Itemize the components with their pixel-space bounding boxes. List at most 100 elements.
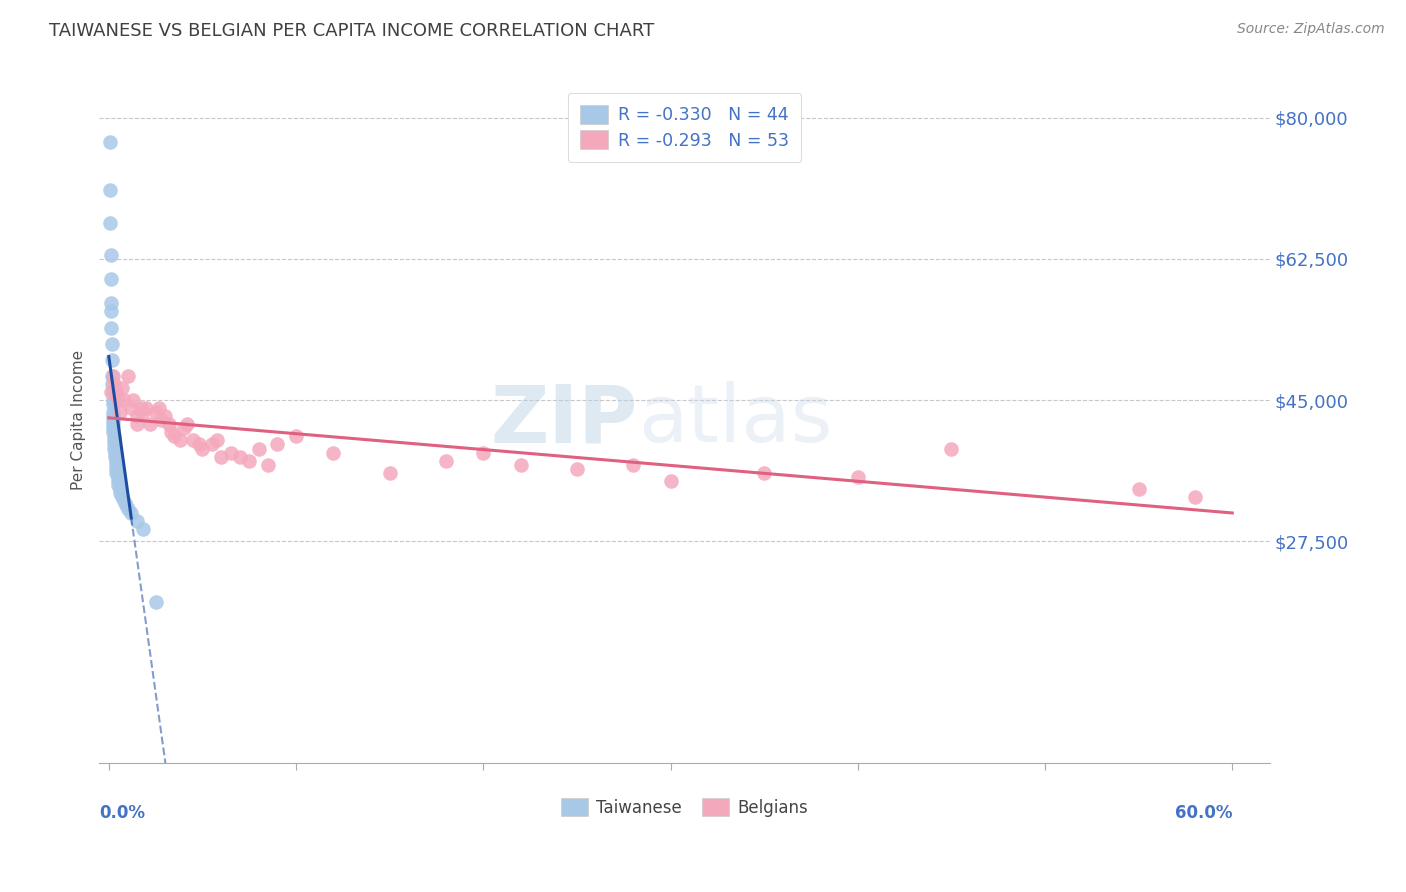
Point — [153, 409, 176, 424]
Point — [101, 405, 124, 419]
Point — [108, 405, 131, 419]
Point — [378, 466, 401, 480]
Point — [125, 417, 148, 432]
Point — [169, 434, 191, 448]
Point — [111, 490, 134, 504]
Point — [104, 450, 127, 464]
Point — [105, 458, 128, 472]
Point — [472, 445, 495, 459]
Point — [114, 498, 136, 512]
Point — [103, 434, 125, 448]
Point — [846, 469, 869, 483]
Point — [509, 458, 531, 472]
Point — [434, 453, 457, 467]
Point — [101, 413, 124, 427]
Point — [103, 417, 125, 432]
Point — [98, 216, 121, 230]
Point — [125, 514, 148, 528]
Point — [112, 393, 135, 408]
Point — [229, 450, 252, 464]
Point — [247, 442, 270, 456]
Point — [100, 304, 122, 318]
Point — [103, 442, 125, 456]
Text: 0.0%: 0.0% — [100, 805, 145, 822]
Point — [238, 453, 260, 467]
Point — [105, 453, 128, 467]
Point — [117, 368, 139, 383]
Point — [135, 401, 157, 416]
Point — [941, 442, 963, 456]
Point — [145, 595, 167, 609]
Point — [191, 442, 214, 456]
Text: Source: ZipAtlas.com: Source: ZipAtlas.com — [1237, 22, 1385, 37]
Point — [173, 421, 195, 435]
Point — [139, 417, 162, 432]
Point — [100, 385, 122, 400]
Point — [565, 461, 588, 475]
Point — [187, 437, 209, 451]
Point — [322, 445, 344, 459]
Point — [101, 409, 124, 424]
Point — [159, 425, 181, 440]
Point — [107, 478, 129, 492]
Point — [103, 425, 125, 440]
Legend: Taiwanese, Belgians: Taiwanese, Belgians — [554, 791, 814, 823]
Point — [181, 434, 204, 448]
Point — [107, 474, 129, 488]
Point — [100, 336, 122, 351]
Point — [100, 368, 122, 383]
Point — [125, 409, 148, 424]
Point — [129, 401, 152, 416]
Point — [157, 417, 180, 432]
Point — [103, 437, 125, 451]
Point — [120, 506, 142, 520]
Point — [100, 320, 122, 334]
Point — [104, 445, 127, 459]
Point — [219, 445, 242, 459]
Point — [209, 450, 232, 464]
Y-axis label: Per Capita Income: Per Capita Income — [72, 351, 86, 491]
Point — [122, 393, 145, 408]
Text: TAIWANESE VS BELGIAN PER CAPITA INCOME CORRELATION CHART: TAIWANESE VS BELGIAN PER CAPITA INCOME C… — [49, 22, 654, 40]
Text: ZIP: ZIP — [491, 381, 638, 459]
Point — [101, 393, 124, 408]
Point — [98, 135, 121, 149]
Point — [100, 248, 122, 262]
Point — [752, 466, 775, 480]
Point — [659, 474, 682, 488]
Point — [101, 376, 124, 391]
Point — [145, 405, 167, 419]
Point — [131, 522, 153, 536]
Point — [131, 405, 153, 419]
Point — [285, 429, 308, 443]
Point — [100, 352, 122, 367]
Point — [100, 296, 122, 310]
Point — [112, 494, 135, 508]
Point — [111, 381, 134, 395]
Point — [105, 461, 128, 475]
Point — [105, 385, 128, 400]
Point — [101, 385, 124, 400]
Point — [257, 458, 280, 472]
Point — [108, 482, 131, 496]
Point — [107, 393, 129, 408]
Point — [101, 397, 124, 411]
Point — [1128, 482, 1150, 496]
Point — [150, 413, 173, 427]
Point — [98, 183, 121, 197]
Point — [103, 421, 125, 435]
Point — [1184, 490, 1206, 504]
Point — [163, 429, 186, 443]
Text: 60.0%: 60.0% — [1175, 805, 1232, 822]
Point — [101, 368, 124, 383]
Point — [103, 429, 125, 443]
Point — [107, 469, 129, 483]
Point — [103, 376, 125, 391]
Point — [621, 458, 644, 472]
Point — [207, 434, 229, 448]
Point — [176, 417, 198, 432]
Point — [120, 401, 142, 416]
Point — [100, 272, 122, 286]
Point — [266, 437, 288, 451]
Point — [105, 466, 128, 480]
